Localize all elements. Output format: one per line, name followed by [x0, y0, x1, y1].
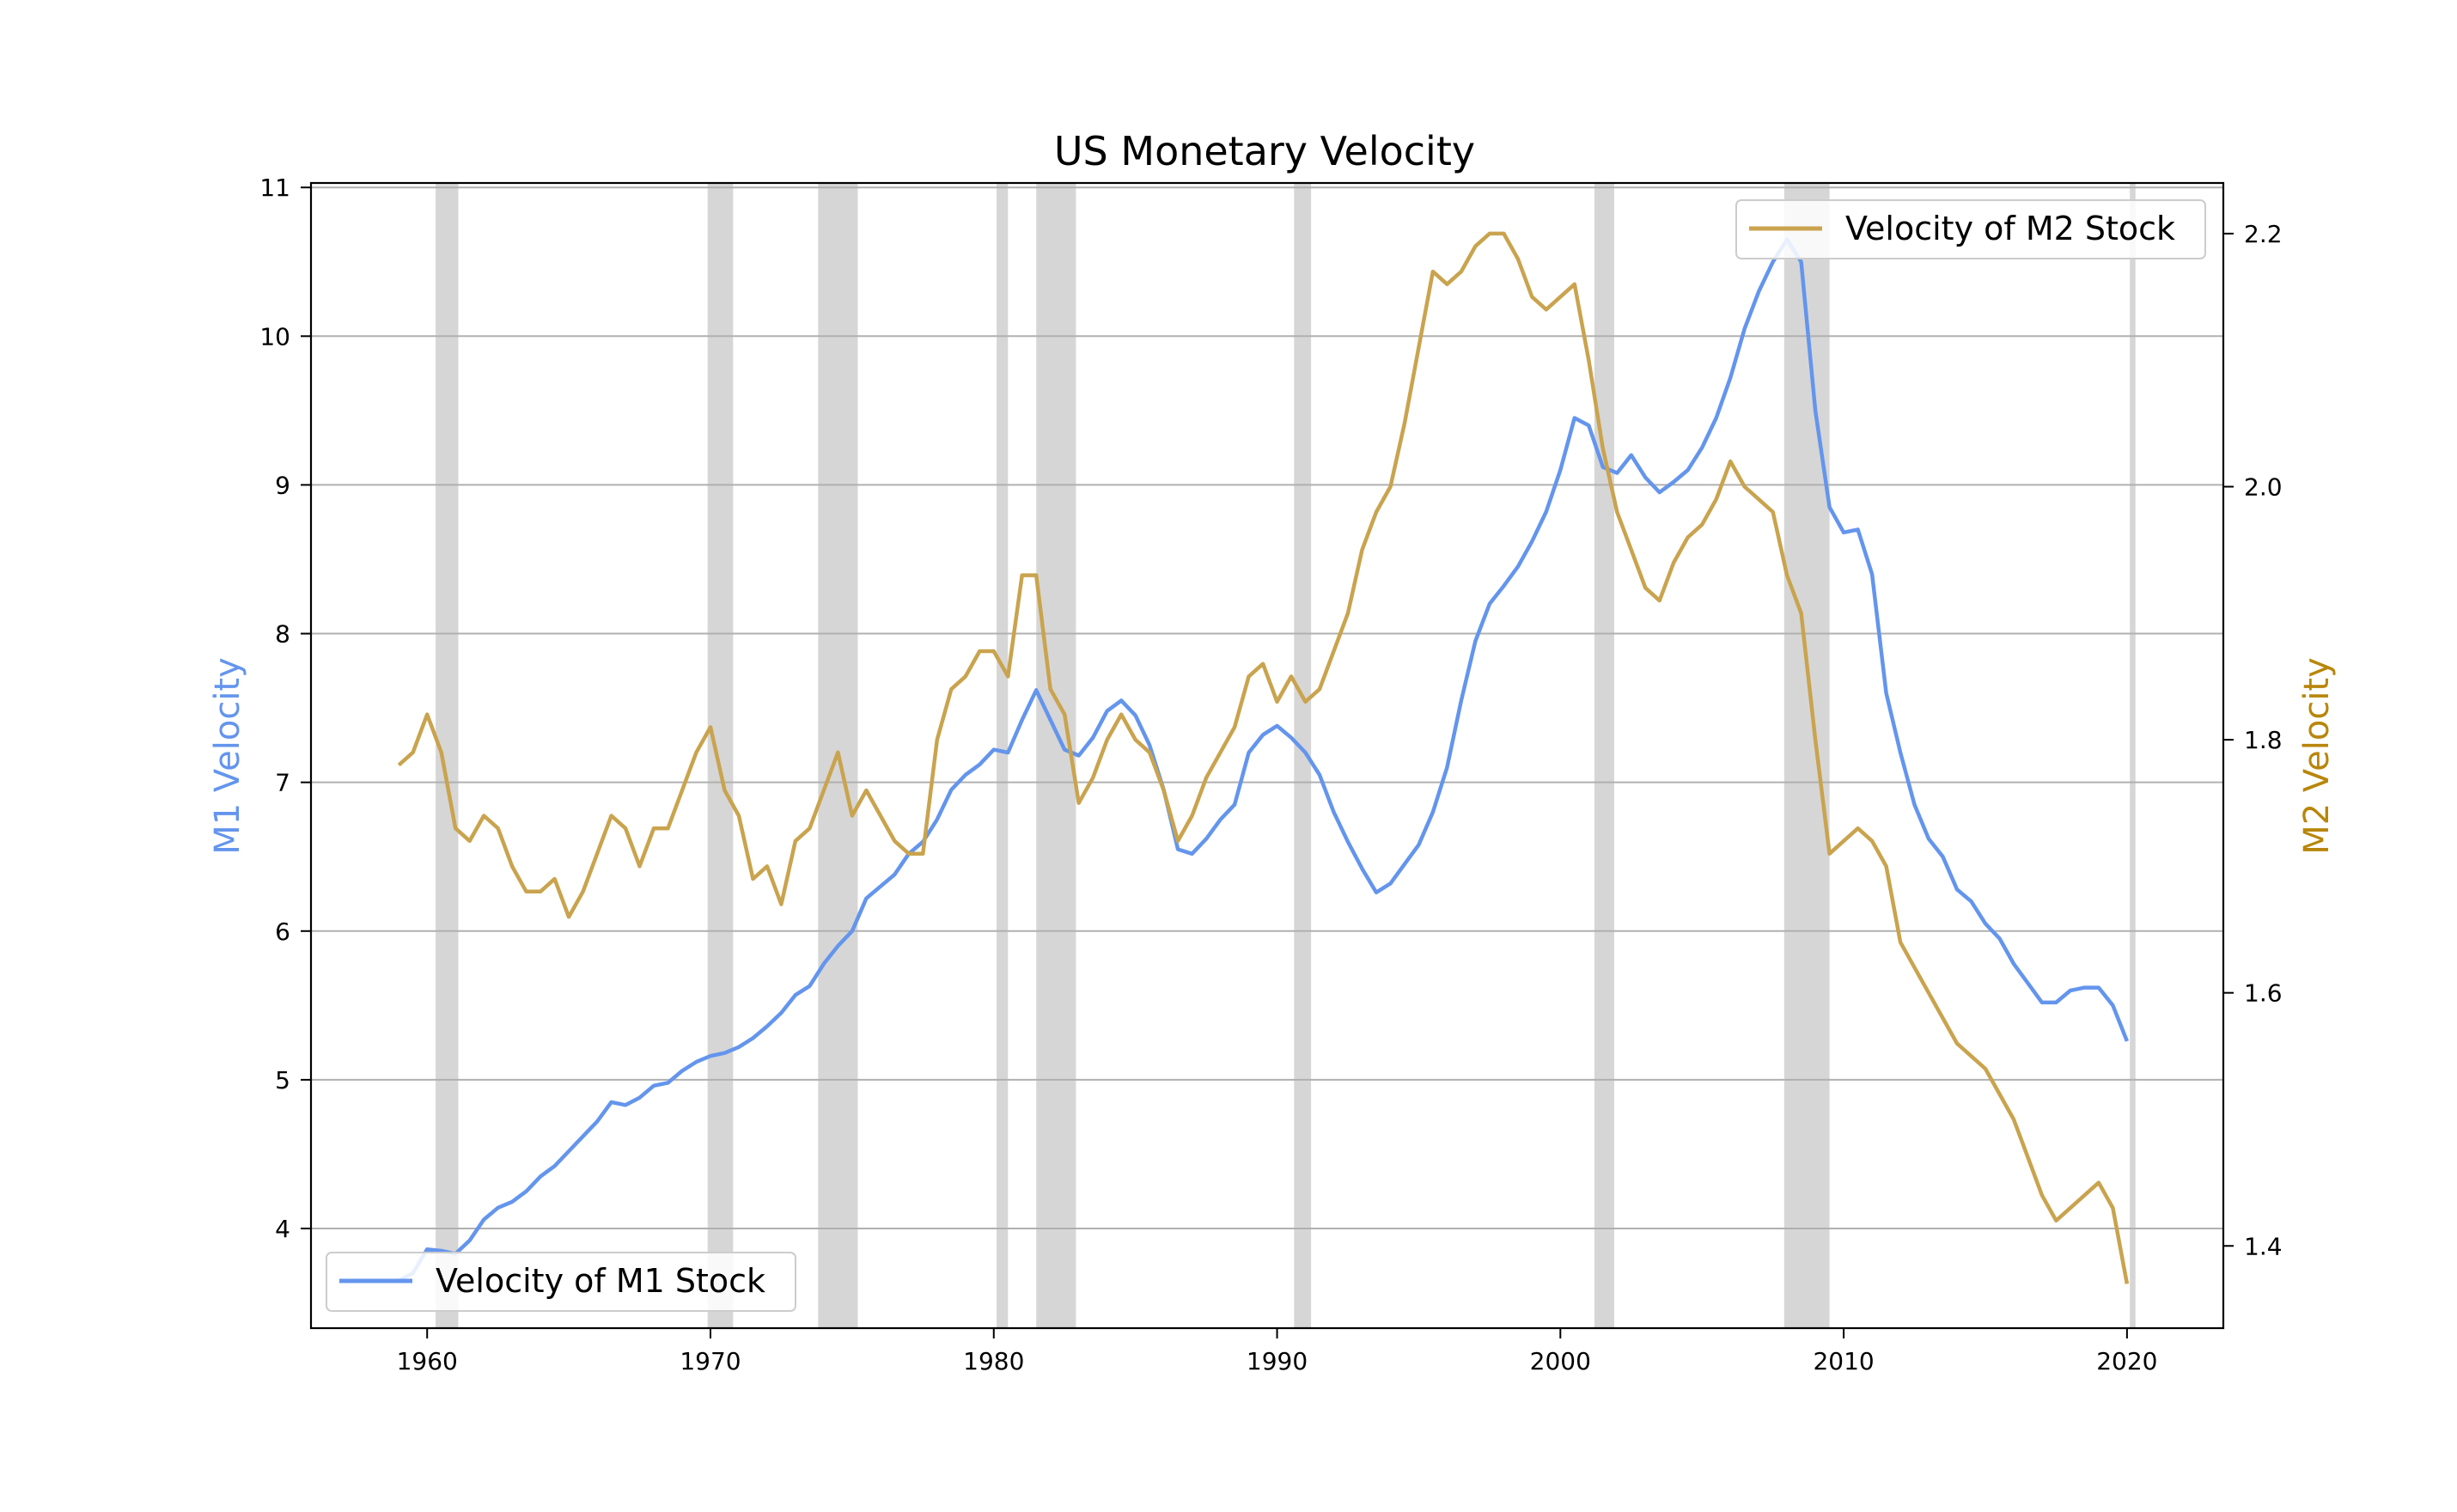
y-tick-label-11: 11	[259, 174, 290, 202]
x-tick-label-1960: 1960	[397, 1347, 458, 1375]
y-axis-label-m2: M2 Velocity	[2297, 657, 2337, 855]
series-lines	[397, 231, 2130, 1284]
recession-bands	[436, 183, 2136, 1328]
recession-band-2	[707, 183, 734, 1328]
recession-band-1	[436, 183, 459, 1328]
legend-m2-box	[1735, 199, 2206, 259]
legend-m1-box	[326, 1252, 796, 1312]
legend-m1-label: Velocity of M1 Stock	[436, 1262, 765, 1300]
y-tick-label-5: 5	[275, 1066, 290, 1094]
recession-band-6	[1294, 183, 1312, 1328]
y2-tick-label-1.4: 1.4	[2244, 1232, 2283, 1260]
legend-m1[interactable]: Velocity of M1 Stock	[326, 1252, 796, 1312]
y-tick-label-4: 4	[275, 1215, 290, 1243]
recession-band-7	[1594, 183, 1614, 1328]
series-line-m1	[398, 237, 2129, 1283]
series-line-m2	[397, 231, 2130, 1284]
y-tick-label-8: 8	[275, 620, 290, 649]
x-tick-label-1980: 1980	[963, 1347, 1024, 1375]
y2-tick-label-1.8: 1.8	[2244, 726, 2283, 754]
grid-lines	[311, 186, 2223, 1230]
y-tick-label-10: 10	[259, 322, 290, 351]
x-tick-label-2020: 2020	[2096, 1347, 2157, 1375]
x-tick-label-1970: 1970	[680, 1347, 741, 1375]
x-tick-label-1990: 1990	[1247, 1347, 1308, 1375]
y-tick-label-6: 6	[275, 918, 290, 946]
y2-tick-label-2.2: 2.2	[2244, 220, 2283, 248]
y2-tick-label-1.6: 1.6	[2244, 979, 2283, 1008]
legend-m2-label: Velocity of M2 Stock	[1845, 210, 2175, 247]
y-tick-label-7: 7	[275, 769, 290, 797]
y2-tick-label-2: 2.0	[2244, 473, 2283, 502]
x-tick-label-2000: 2000	[1530, 1347, 1591, 1375]
axis-ticks: 1960 1970 1980 1990 2000 2010 2020 4 5 6 7 8 9 10 11 1.…	[259, 174, 2282, 1375]
recession-band-8	[1783, 183, 1830, 1328]
y-axis-label-m1: M1 Velocity	[208, 657, 247, 855]
y-tick-label-9: 9	[275, 471, 290, 499]
x-tick-label-2010: 2010	[1813, 1347, 1874, 1375]
recession-band-4	[997, 183, 1009, 1328]
plot-frame	[309, 181, 2225, 1330]
chart-title: US Monetary Velocity	[1054, 128, 1475, 174]
recession-band-9	[2130, 183, 2136, 1328]
legend-m2[interactable]: Velocity of M2 Stock	[1735, 199, 2206, 259]
